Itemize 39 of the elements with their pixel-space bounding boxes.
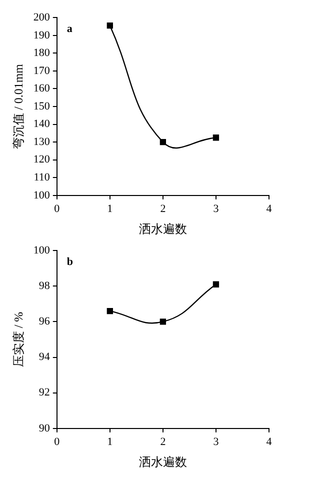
- y-tick-label: 94: [38, 351, 50, 364]
- y-tick-label: 170: [33, 64, 50, 77]
- y-tick-label: 92: [38, 386, 50, 399]
- point: [106, 308, 113, 314]
- x-tick-label: 1: [107, 436, 113, 448]
- x-tick-label: 4: [266, 436, 272, 448]
- y-tick-label: 100: [33, 244, 50, 256]
- y-tick-label: 200: [33, 11, 50, 24]
- x-tick-label: 0: [54, 436, 60, 448]
- x-tick-label: 3: [213, 202, 220, 215]
- x-tick-label: 3: [213, 436, 220, 448]
- y-tick-label: 140: [33, 118, 50, 130]
- y-tick-label: 98: [38, 280, 50, 292]
- x-axis-title: 洒水遍数: [138, 222, 187, 236]
- point: [160, 318, 166, 325]
- y-tick-label: 100: [33, 189, 50, 202]
- y-axis-title: 弯沉值 / 0.01mm: [11, 63, 26, 150]
- x-tick-label: 1: [107, 202, 113, 215]
- y-tick-label: 180: [33, 47, 50, 60]
- y-tick-label: 90: [38, 422, 50, 434]
- y-tick-label: 190: [33, 29, 50, 42]
- point: [160, 138, 166, 146]
- y-tick-label: 96: [38, 316, 50, 328]
- y-tick-label: 150: [33, 100, 50, 112]
- y-tick-label: 160: [33, 82, 50, 95]
- annotation: b: [66, 256, 74, 268]
- point: [212, 281, 220, 288]
- x-tick-label: 2: [160, 202, 166, 215]
- y-tick-label: 120: [33, 154, 50, 166]
- x-axis-title: 洒水遍数: [138, 454, 187, 469]
- x-tick-label: 4: [266, 202, 272, 215]
- annotation: a: [66, 22, 73, 35]
- y-tick-label: 130: [33, 136, 50, 148]
- y-tick-label: 110: [34, 172, 50, 184]
- y-axis-title: 压实度 / %: [11, 312, 26, 368]
- point: [106, 22, 113, 29]
- x-tick-label: 0: [54, 202, 60, 215]
- point: [212, 134, 220, 141]
- x-tick-label: 2: [160, 436, 166, 448]
